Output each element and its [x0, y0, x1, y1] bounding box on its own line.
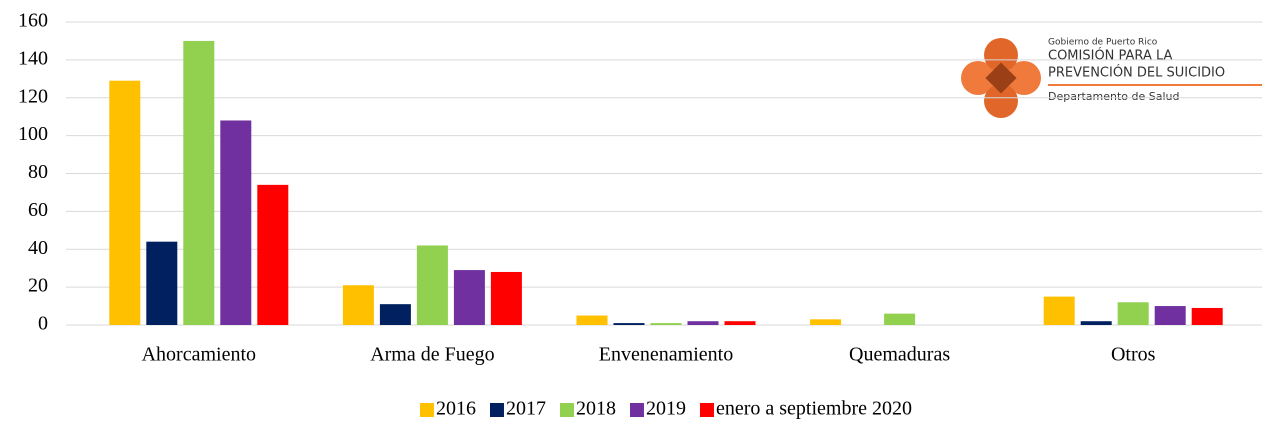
bar	[1080, 321, 1112, 325]
y-tick-label: 40	[28, 237, 48, 259]
bar	[687, 321, 719, 325]
bar	[1154, 306, 1186, 325]
y-tick-label: 80	[28, 161, 48, 183]
bar	[453, 270, 485, 325]
bar	[183, 40, 215, 325]
y-tick-label: 0	[38, 313, 48, 335]
logo-shape	[961, 61, 995, 95]
legend-label: 2017	[506, 398, 546, 420]
legend-swatch	[699, 403, 714, 417]
x-tick-label: Otros	[1111, 344, 1156, 366]
bar	[724, 321, 756, 325]
bar	[810, 319, 842, 325]
bar	[257, 184, 289, 325]
logo: Gobierno de Puerto Rico COMISIÓN PARA LA…	[961, 38, 1262, 118]
logo-shape	[1007, 61, 1041, 95]
legend-label: 2018	[576, 398, 616, 420]
logo-shape	[984, 84, 1018, 118]
bar	[220, 120, 252, 325]
y-tick-label: 60	[28, 199, 48, 221]
logo-text: COMISIÓN PARA LA	[1048, 48, 1173, 64]
bar	[490, 271, 522, 325]
y-tick-label: 160	[18, 10, 48, 32]
y-tick-label: 120	[18, 85, 48, 107]
bar	[884, 313, 916, 325]
bar	[1191, 307, 1223, 325]
legend-swatch	[559, 403, 574, 417]
x-tick-label: Ahorcamiento	[142, 344, 256, 366]
logo-text: Departamento de Salud	[1048, 90, 1180, 103]
legend-swatch	[489, 403, 504, 417]
bar	[650, 323, 682, 325]
bar	[613, 323, 645, 325]
y-tick-label: 20	[28, 275, 48, 297]
legend-label: 2019	[646, 398, 686, 420]
logo-text: Gobierno de Puerto Rico	[1048, 38, 1158, 48]
legend-label: 2016	[436, 398, 476, 420]
y-tick-label: 140	[18, 47, 48, 69]
bar	[379, 304, 411, 325]
logo-text: PREVENCIÓN DEL SUICIDIO	[1048, 65, 1225, 81]
bar	[576, 315, 608, 325]
bar	[342, 285, 374, 325]
bar	[1043, 296, 1075, 325]
bar	[1117, 302, 1149, 325]
logo-shape	[984, 38, 1018, 72]
bar	[416, 245, 448, 325]
x-tick-label: Envenenamiento	[599, 344, 733, 366]
legend-label: enero a septiembre 2020	[716, 398, 912, 420]
legend-swatch	[629, 403, 644, 417]
y-tick-label: 100	[18, 123, 48, 145]
x-tick-label: Quemaduras	[849, 344, 950, 366]
bar	[146, 241, 178, 325]
bar	[109, 80, 141, 325]
legend-swatch	[419, 403, 434, 417]
x-tick-label: Arma de Fuego	[370, 344, 494, 366]
